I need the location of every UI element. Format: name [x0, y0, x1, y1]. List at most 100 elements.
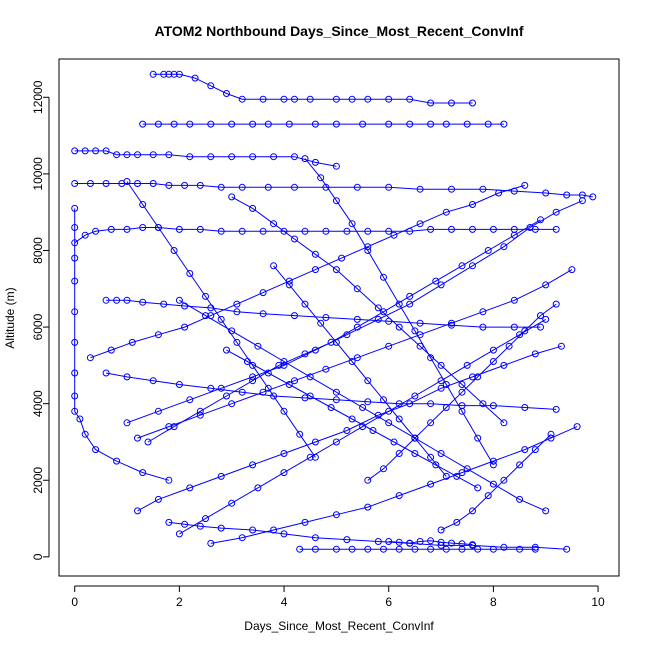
data-point	[463, 465, 471, 473]
data-point	[259, 95, 267, 103]
data-point	[223, 90, 230, 97]
series-line-20	[126, 181, 316, 458]
data-point	[531, 545, 539, 553]
data-point	[81, 231, 89, 239]
data-point	[196, 411, 204, 419]
data-point	[442, 404, 450, 411]
data-point	[249, 373, 257, 381]
data-point	[489, 346, 497, 354]
data-point	[280, 227, 288, 235]
data-point	[364, 377, 372, 385]
data-point	[327, 404, 335, 411]
data-point	[353, 285, 361, 293]
data-point	[348, 220, 356, 228]
data-point	[364, 476, 372, 484]
data-point	[390, 438, 398, 446]
data-point	[427, 225, 435, 233]
data-point	[306, 373, 314, 381]
y-tick-label: 12000	[31, 80, 45, 114]
data-point	[71, 392, 79, 400]
data-point	[81, 147, 89, 155]
series-18	[228, 193, 508, 427]
data-point	[427, 99, 435, 107]
data-point	[385, 95, 393, 103]
series-5	[102, 296, 544, 331]
data-point	[448, 99, 455, 107]
data-point	[510, 323, 518, 331]
data-point	[500, 419, 508, 427]
data-point	[380, 396, 387, 404]
data-point	[102, 180, 110, 187]
series-0	[149, 70, 476, 107]
data-point	[332, 511, 340, 519]
data-point	[165, 476, 173, 484]
series-17	[175, 315, 550, 538]
data-point	[291, 153, 298, 161]
data-point	[416, 538, 424, 545]
data-point	[280, 95, 288, 103]
data-point	[280, 450, 288, 457]
data-point	[479, 185, 487, 193]
data-point	[348, 358, 356, 365]
data-point	[589, 193, 597, 201]
data-point	[123, 178, 131, 185]
data-point	[249, 461, 257, 469]
data-point	[71, 204, 79, 212]
series-11	[134, 266, 576, 442]
series-line-16	[147, 219, 541, 443]
data-point	[170, 423, 178, 431]
data-point	[270, 220, 278, 228]
data-point	[547, 434, 555, 442]
series-line-6	[74, 208, 170, 481]
data-point	[170, 247, 178, 254]
data-point	[516, 331, 524, 339]
data-point	[332, 120, 340, 128]
data-point	[332, 438, 340, 446]
data-point	[500, 361, 508, 369]
data-point	[291, 312, 298, 320]
data-point	[406, 400, 414, 408]
data-point	[181, 181, 189, 189]
data-point	[448, 225, 455, 233]
data-point	[343, 227, 351, 235]
data-point	[406, 120, 414, 128]
data-point	[395, 492, 403, 500]
data-point	[202, 515, 209, 523]
data-point	[139, 298, 147, 306]
data-point	[217, 472, 225, 480]
series-14	[175, 296, 550, 515]
data-point	[175, 296, 183, 304]
data-point	[385, 120, 393, 128]
data-point	[484, 120, 492, 128]
data-point	[416, 185, 424, 193]
data-point	[223, 392, 230, 400]
data-point	[301, 227, 309, 235]
data-point	[458, 545, 466, 553]
series-2	[71, 147, 340, 170]
data-point	[228, 499, 236, 507]
data-point	[474, 545, 482, 553]
data-point	[380, 308, 387, 316]
data-point	[427, 400, 435, 408]
data-point	[395, 450, 403, 457]
data-point	[332, 545, 340, 553]
data-point	[489, 480, 497, 488]
data-point	[175, 225, 183, 233]
data-point	[432, 277, 440, 285]
data-point	[107, 225, 115, 233]
data-point	[416, 342, 424, 350]
data-point	[186, 270, 194, 277]
data-point	[500, 120, 508, 128]
data-point	[327, 338, 335, 346]
data-point	[369, 427, 377, 434]
data-point	[81, 430, 89, 438]
data-point	[489, 358, 497, 365]
data-point	[207, 153, 215, 161]
data-point	[332, 266, 340, 274]
data-point	[228, 120, 236, 128]
data-point	[521, 446, 529, 454]
y-tick-label: 6000	[31, 313, 45, 340]
series-line-23	[226, 349, 478, 489]
